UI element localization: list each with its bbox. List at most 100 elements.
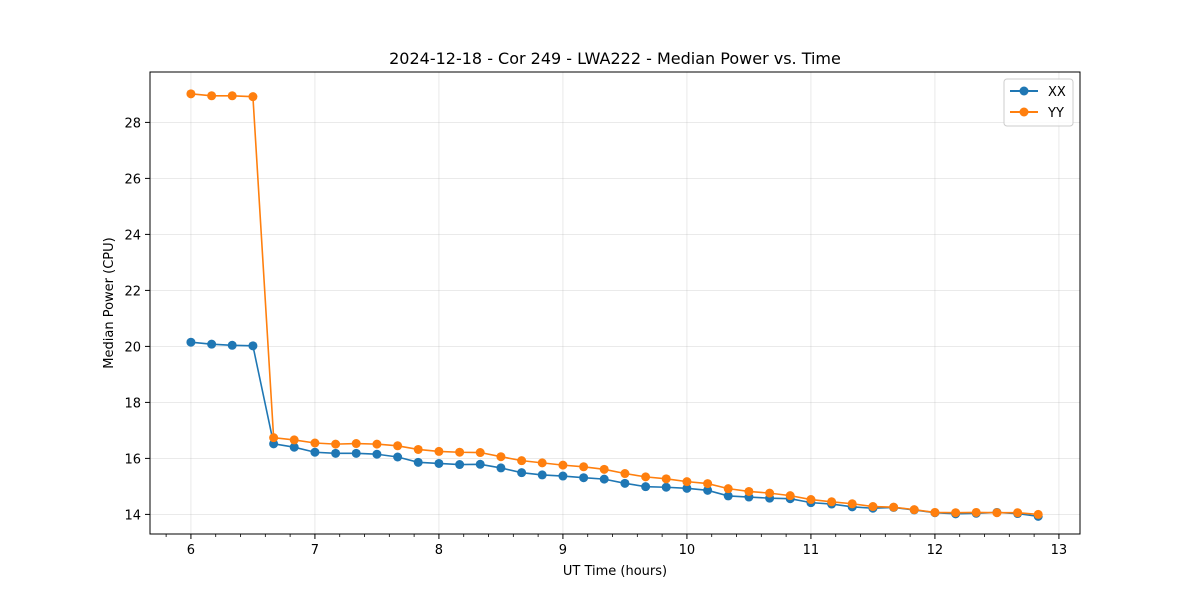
series-yy-point <box>703 479 713 489</box>
series-yy-point <box>992 508 1002 518</box>
series-xx-point <box>227 340 237 350</box>
y-tick-label: 26 <box>124 172 141 187</box>
series-yy-point <box>971 507 981 517</box>
series-yy-point <box>351 439 361 449</box>
series-yy-point <box>227 91 237 101</box>
series-yy-point <box>434 446 444 456</box>
x-tick-label: 8 <box>435 543 443 558</box>
series-yy-point <box>889 502 899 512</box>
series-xx-point <box>579 473 589 483</box>
series-yy-point <box>517 456 527 466</box>
series-xx-point <box>599 474 609 484</box>
series-xx-point <box>289 442 299 452</box>
series-yy-point <box>579 462 589 472</box>
series-yy-point <box>1013 508 1023 518</box>
axis-ticks: 6 7 8 9 10 11 12 13 14 16 18 20 22 24 26 28 <box>124 116 1067 558</box>
series-xx-point <box>496 463 506 473</box>
series-yy-point <box>909 505 919 515</box>
series-yy-point <box>269 433 279 443</box>
x-tick-label: 10 <box>679 543 696 558</box>
y-tick-label: 16 <box>124 452 141 467</box>
y-tick-label: 18 <box>124 396 141 411</box>
chart-title: 2024-12-18 - Cor 249 - LWA222 - Median P… <box>389 49 841 68</box>
series-yy-point <box>827 497 837 507</box>
y-tick-label: 20 <box>124 340 141 355</box>
legend: XX YY <box>1003 78 1074 127</box>
series-yy-point <box>1033 509 1043 519</box>
series-yy-point <box>413 444 423 454</box>
series-yy-point <box>455 447 465 457</box>
series-yy-point <box>661 474 671 484</box>
series-xx-point <box>207 339 217 349</box>
series-xx-point <box>455 460 465 470</box>
series-yy-point <box>207 91 217 101</box>
series-xx-point <box>331 448 341 458</box>
series-yy-point <box>682 477 692 487</box>
series-yy <box>186 89 1043 519</box>
x-tick-label: 12 <box>927 543 944 558</box>
series-xx-point <box>269 439 279 449</box>
x-tick-label: 11 <box>803 543 820 558</box>
series-xx-point <box>723 491 733 501</box>
series-yy-point <box>765 488 775 498</box>
series-yy-point <box>372 439 382 449</box>
series-xx-point <box>413 457 423 467</box>
legend-xx-marker <box>1019 86 1029 96</box>
series-yy-point <box>744 486 754 496</box>
series-xx-point <box>186 337 196 347</box>
series-yy-point <box>930 507 940 517</box>
y-tick-label: 22 <box>124 284 141 299</box>
series-xx-point <box>310 447 320 457</box>
series-xx-point <box>661 482 671 492</box>
series-xx-point <box>682 483 692 493</box>
series-yy-point <box>310 438 320 448</box>
y-axis-label: Median Power (CPU) <box>102 237 117 368</box>
x-tick-label: 9 <box>559 543 567 558</box>
series-yy-point <box>558 460 568 470</box>
series-yy-point <box>641 472 651 482</box>
series-yy-point <box>620 469 630 479</box>
series-xx-point <box>434 458 444 468</box>
series-xx-point <box>351 448 361 458</box>
series-yy-point <box>496 452 506 462</box>
series-xx-point <box>641 482 651 492</box>
x-tick-label: 7 <box>311 543 319 558</box>
x-axis-label: UT Time (hours) <box>563 564 667 579</box>
x-tick-label: 6 <box>187 543 195 558</box>
series-xx-point <box>517 468 527 478</box>
series-yy-point <box>331 439 341 449</box>
series-layer <box>186 89 1043 521</box>
y-tick-label: 24 <box>124 228 141 243</box>
series-xx-point <box>620 478 630 488</box>
series-yy-point <box>186 89 196 99</box>
x-tick-label: 13 <box>1051 543 1068 558</box>
series-yy-point <box>289 435 299 445</box>
series-yy-point <box>475 448 485 458</box>
series-yy-point <box>537 458 547 468</box>
series-xx-point <box>248 341 258 351</box>
series-yy-point <box>785 491 795 501</box>
series-yy-point <box>951 508 961 518</box>
series-yy-point <box>847 499 857 509</box>
plot-frame <box>149 71 1081 535</box>
series-xx-point <box>703 485 713 495</box>
grid <box>150 72 1080 534</box>
series-yy-point <box>723 484 733 494</box>
legend-yy-label: YY <box>1047 106 1064 121</box>
series-yy-point <box>248 92 258 102</box>
series-xx-point <box>558 471 568 481</box>
series-yy-point <box>868 502 878 512</box>
legend-xx-label: XX <box>1048 85 1066 100</box>
series-xx-point <box>372 449 382 459</box>
series-yy-point <box>599 464 609 474</box>
legend-yy-marker <box>1019 107 1029 117</box>
series-xx-point <box>393 452 403 462</box>
y-tick-label: 28 <box>124 116 141 131</box>
series-yy-point <box>806 495 816 505</box>
series-yy-point <box>393 441 403 451</box>
series-xx-point <box>537 470 547 480</box>
series-xx-point <box>475 459 485 469</box>
y-tick-label: 14 <box>124 508 141 523</box>
